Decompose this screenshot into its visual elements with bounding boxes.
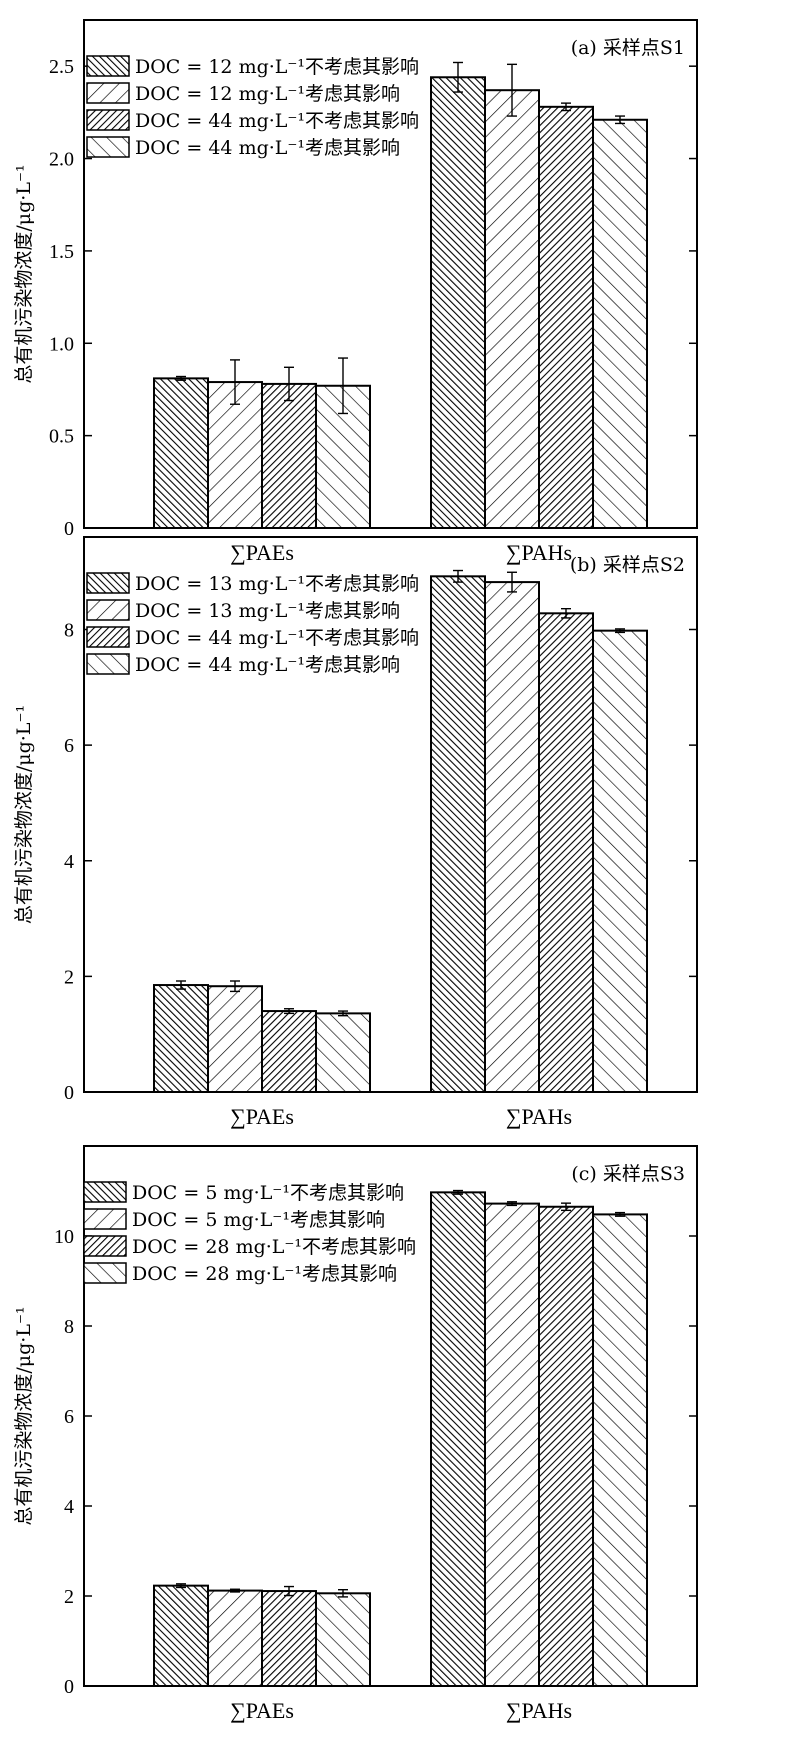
y-tick-label: 0 xyxy=(64,518,74,540)
legend-label-3: DOC = 44 mg·L⁻¹不考虑其影响 xyxy=(135,627,419,649)
x-category-label: ∑PAEs xyxy=(230,1104,294,1129)
legend-label-3: DOC = 28 mg·L⁻¹不考虑其影响 xyxy=(132,1236,416,1258)
y-tick-label: 6 xyxy=(64,735,74,757)
legend-label-1: DOC = 5 mg·L⁻¹不考虑其影响 xyxy=(132,1182,404,1204)
bar-pahs-series-2 xyxy=(484,581,540,1093)
bar-pahs-series-1 xyxy=(430,1191,486,1687)
y-axis-label: 总有机污染物浓度/μg·L⁻¹ xyxy=(13,164,35,383)
bar-paes-series-4 xyxy=(315,1592,371,1688)
legend-label-1: DOC = 12 mg·L⁻¹不考虑其影响 xyxy=(135,56,419,78)
legend-swatch-3 xyxy=(86,109,130,131)
bar-paes-series-3 xyxy=(261,1590,317,1688)
bar-paes-series-4 xyxy=(315,1012,371,1093)
y-tick-label: 2 xyxy=(64,966,74,988)
legend-swatch-2 xyxy=(86,599,130,621)
legend-swatch-1 xyxy=(86,55,130,77)
bar-paes-series-1 xyxy=(153,984,209,1093)
y-tick-label: 1.0 xyxy=(49,333,74,355)
bar-pahs-series-2 xyxy=(484,89,540,530)
legend-swatch-1 xyxy=(86,572,130,594)
y-tick-label: 0 xyxy=(64,1676,74,1698)
panel-title: (b) 采样点S2 xyxy=(570,554,685,576)
y-tick-label: 2 xyxy=(64,1586,74,1608)
x-category-label: ∑PAEs xyxy=(230,540,294,565)
legend-label-1: DOC = 13 mg·L⁻¹不考虑其影响 xyxy=(135,573,419,595)
legend-swatch-1 xyxy=(83,1181,127,1203)
y-tick-label: 2.5 xyxy=(49,56,74,78)
y-axis-label: 总有机污染物浓度/μg·L⁻¹ xyxy=(13,1306,35,1525)
legend-swatch-4 xyxy=(83,1262,127,1284)
chart-panel-3: 0 2 4 6 8 10 总有机污染物浓度/μg·L⁻¹ ∑PAEs ∑PAHs (c) 采样点S… xyxy=(13,1145,698,1723)
y-axis-label: 总有机污染物浓度/μg·L⁻¹ xyxy=(13,705,35,924)
y-tick-label: 2.0 xyxy=(49,149,74,171)
bar-paes-series-2 xyxy=(207,1589,263,1687)
legend-swatch-2 xyxy=(86,82,130,104)
legend-swatch-4 xyxy=(86,136,130,158)
legend-label-4: DOC = 44 mg·L⁻¹考虑其影响 xyxy=(135,137,400,159)
bar-pahs-series-4 xyxy=(592,629,648,1093)
plot-frame xyxy=(83,19,698,529)
legend-label-2: DOC = 13 mg·L⁻¹考虑其影响 xyxy=(135,600,400,622)
bar-pahs-series-3 xyxy=(538,105,594,530)
x-category-label: ∑PAEs xyxy=(230,1698,294,1723)
legend-swatch-3 xyxy=(83,1235,127,1257)
legend-swatch-4 xyxy=(86,653,130,675)
chart-panel-1: 0 0.5 1.0 1.5 2.0 2.5 总有机污染物浓度/μg·L⁻¹ ∑PAEs ∑PAH… xyxy=(13,19,698,565)
x-category-label: ∑PAHs xyxy=(506,1698,572,1723)
y-tick-label: 0.5 xyxy=(49,426,74,448)
bar-pahs-series-2 xyxy=(484,1202,540,1687)
y-tick-label: 4 xyxy=(64,851,74,873)
y-tick-label: 8 xyxy=(64,620,74,642)
legend-swatch-3 xyxy=(86,626,130,648)
y-tick-label: 4 xyxy=(64,1496,74,1518)
bar-pahs-series-3 xyxy=(538,612,594,1093)
bar-pahs-series-3 xyxy=(538,1205,594,1687)
y-tick-label: 1.5 xyxy=(49,241,74,263)
legend-label-2: DOC = 12 mg·L⁻¹考虑其影响 xyxy=(135,83,400,105)
legend-label-2: DOC = 5 mg·L⁻¹考虑其影响 xyxy=(132,1209,385,1231)
legend-label-4: DOC = 44 mg·L⁻¹考虑其影响 xyxy=(135,654,400,676)
bar-paes-series-2 xyxy=(207,985,263,1093)
y-tick-label: 8 xyxy=(64,1316,74,1338)
y-tick-label: 0 xyxy=(64,1082,74,1104)
bar-pahs-series-4 xyxy=(592,1213,648,1688)
panel-title: (a) 采样点S1 xyxy=(571,37,685,59)
legend-label-4: DOC = 28 mg·L⁻¹考虑其影响 xyxy=(132,1263,397,1285)
bar-paes-series-3 xyxy=(261,382,317,529)
bar-paes-series-3 xyxy=(261,1010,317,1093)
panel-title: (c) 采样点S3 xyxy=(571,1163,685,1185)
bar-pahs-series-1 xyxy=(430,76,486,530)
bar-pahs-series-4 xyxy=(592,118,648,530)
x-category-label: ∑PAHs xyxy=(506,540,572,565)
bar-pahs-series-1 xyxy=(430,575,486,1093)
legend-label-3: DOC = 44 mg·L⁻¹不考虑其影响 xyxy=(135,110,419,132)
legend-swatch-2 xyxy=(83,1208,127,1230)
bar-paes-series-1 xyxy=(153,377,209,529)
bar-paes-series-1 xyxy=(153,1584,209,1688)
plot-frame xyxy=(83,536,698,1093)
x-category-label: ∑PAHs xyxy=(506,1104,572,1129)
y-tick-label: 6 xyxy=(64,1406,74,1428)
y-tick-label: 10 xyxy=(54,1226,74,1248)
